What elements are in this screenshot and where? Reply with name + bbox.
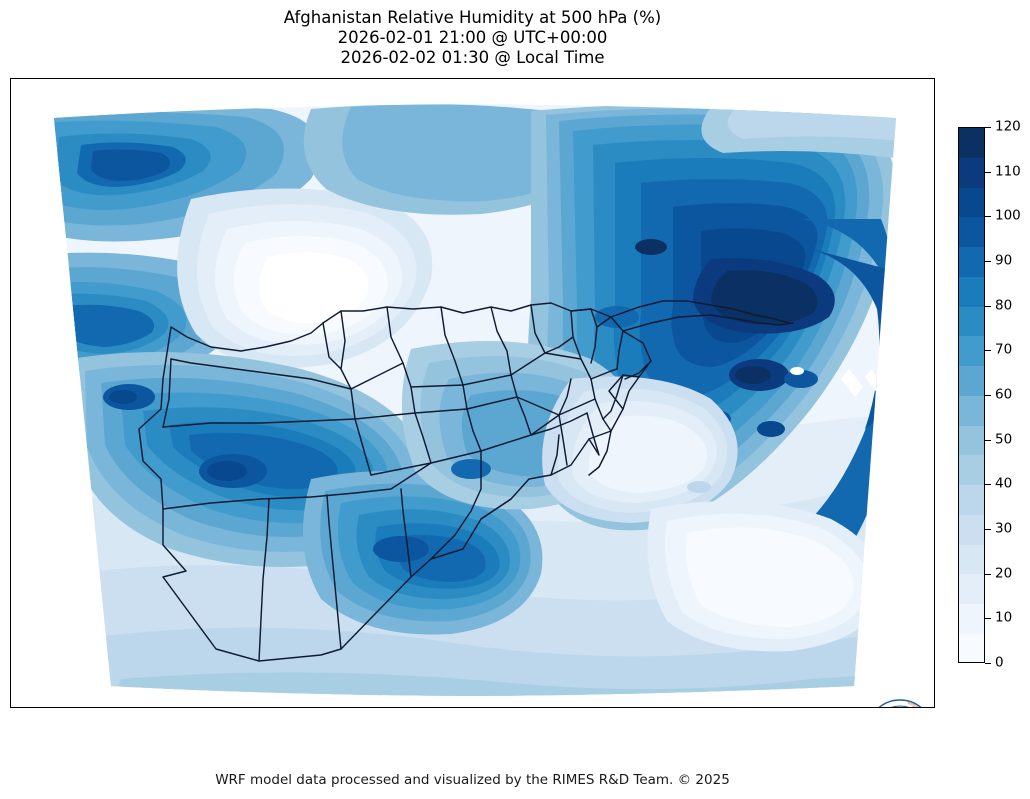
- colorbar-band: [959, 247, 984, 277]
- colorbar-tick: [985, 216, 991, 218]
- colorbar-tick-label: 70: [995, 341, 1013, 358]
- colorbar-tick: [985, 529, 991, 530]
- colorbar-tick: [985, 573, 991, 575]
- colorbar-tick-label: 50: [995, 430, 1013, 447]
- colorbar-tick: [985, 305, 991, 307]
- colorbar-tick: [985, 127, 991, 128]
- colorbar-tick-label: 40: [995, 475, 1013, 492]
- colorbar-band: [959, 544, 984, 575]
- colorbar-band: [959, 634, 984, 662]
- colorbar-band: [959, 217, 984, 248]
- colorbar-band: [959, 128, 984, 158]
- colorbar-band: [959, 336, 984, 367]
- colorbar-gradient: [958, 127, 985, 663]
- map-canvas: [11, 79, 934, 707]
- colorbar-band: [959, 604, 984, 635]
- colorbar-tick-label: 90: [995, 252, 1013, 269]
- colorbar-band: [959, 187, 984, 218]
- colorbar-band: [959, 574, 984, 605]
- colorbar-band: [959, 455, 984, 486]
- colorbar-band: [959, 306, 984, 337]
- contour-field: [54, 104, 896, 696]
- colorbar-band: [959, 366, 984, 396]
- colorbar-tick: [985, 395, 991, 396]
- footer-credit: WRF model data processed and visualized …: [215, 772, 730, 788]
- colorbar-band: [959, 514, 984, 545]
- colorbar-tick: [985, 663, 991, 664]
- colorbar-tick-label: 20: [995, 564, 1013, 581]
- colorbar-band: [959, 276, 984, 307]
- colorbar-band: [959, 157, 984, 188]
- colorbar-tick-label: 10: [995, 609, 1013, 626]
- colorbar-tick-label: 60: [995, 386, 1013, 403]
- colorbar-tick-label: 30: [995, 520, 1013, 537]
- chart-title-block: Afghanistan Relative Humidity at 500 hPa…: [0, 8, 945, 68]
- chart-title-line-3: 2026-02-02 01:30 @ Local Time: [340, 48, 605, 67]
- colorbar-tick: [985, 439, 991, 441]
- chart-title-line-2: 2026-02-01 21:00 @ UTC+00:00: [337, 28, 608, 47]
- colorbar-tick: [985, 171, 991, 173]
- colorbar-tick-label: 80: [995, 296, 1013, 313]
- colorbar-tick: [985, 484, 991, 486]
- colorbar-tick-label: 0: [995, 654, 1004, 671]
- colorbar-tick-label: 120: [995, 118, 1021, 135]
- map-plot-frame: Regional Integrated Multi-Hazard Early W…: [10, 78, 935, 708]
- colorbar-tick: [985, 350, 991, 352]
- colorbar-tick-label: 100: [995, 207, 1021, 224]
- colorbar-band: [959, 425, 984, 456]
- admin-boundaries: [138, 300, 794, 662]
- colorbar-tick: [985, 618, 991, 620]
- colorbar-tick: [985, 261, 991, 262]
- colorbar-tick-label: 110: [995, 162, 1021, 179]
- colorbar-band: [959, 485, 984, 515]
- colorbar[interactable]: 0 10 20 30 40 50 60 70 80 90 100 110 120: [958, 120, 1028, 669]
- colorbar-band: [959, 395, 984, 426]
- chart-title-line-1: Afghanistan Relative Humidity at 500 hPa…: [283, 8, 662, 27]
- humidity-contour-map: [54, 104, 896, 696]
